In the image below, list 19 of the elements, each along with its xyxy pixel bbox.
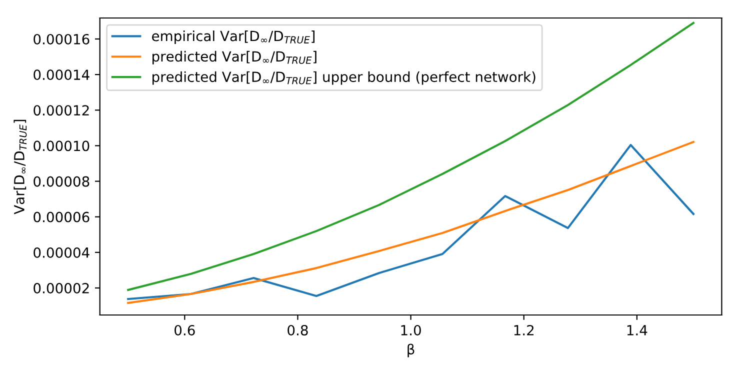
x-tick-label: 1.4 xyxy=(627,325,648,336)
y-tick-label: 0.00014 xyxy=(34,70,90,80)
x-tick-label: 1.0 xyxy=(401,324,421,336)
y-tick-label: 0.00008 xyxy=(34,176,90,187)
y-tick-label: 0.00006 xyxy=(34,212,90,222)
y-tick-label: 0.00004 xyxy=(34,247,90,258)
legend-label: predicted Var[D$_{∞}$/D$_{TRUE}$] xyxy=(152,50,316,64)
line-series xyxy=(127,22,694,291)
legend-label: predicted Var[D$_{∞}$/D$_{TRUE}$] upper bound (perfect network) xyxy=(152,71,536,85)
x-tick-label: 0.6 xyxy=(174,324,195,336)
y-tick-label: 0.00012 xyxy=(34,105,89,116)
y-tick-label: 0.00016 xyxy=(34,34,90,44)
x-tick-label: 0.8 xyxy=(288,324,308,336)
x-tick-label: 1.2 xyxy=(514,324,534,336)
y-tick-label: 0.00010 xyxy=(34,140,90,152)
y-tick-label: 0.00002 xyxy=(34,282,89,294)
x-axis-title: β xyxy=(408,344,414,358)
y-axis-title: Var[D$_{∞}$/D$_{TRUE}$] xyxy=(14,120,27,214)
legend-label: empirical Var[D$_{∞}$/D$_{TRUE}$] xyxy=(152,30,315,44)
